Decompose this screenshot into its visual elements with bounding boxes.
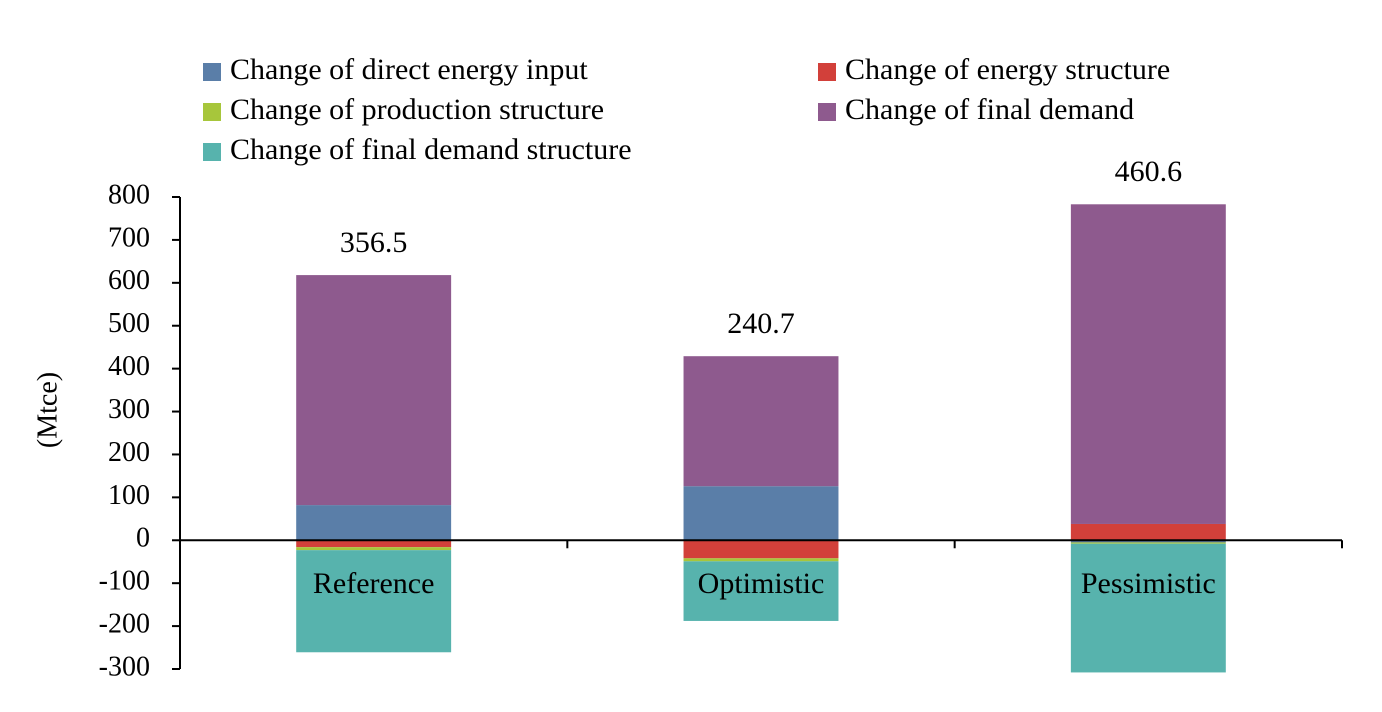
y-tick-label: 500 <box>108 308 150 339</box>
y-tick-label: 400 <box>108 351 150 382</box>
x-tick-label: Reference <box>313 567 435 600</box>
total-label: 460.6 <box>1115 155 1183 188</box>
y-tick-label: 300 <box>108 394 150 425</box>
y-tick-label: 700 <box>108 222 150 253</box>
legend-swatch <box>818 63 836 81</box>
legend-swatch <box>203 143 221 161</box>
total-label: 240.7 <box>727 307 795 340</box>
bar-segment <box>1070 204 1226 524</box>
y-tick-label: -300 <box>99 651 150 682</box>
bar-segment <box>1070 540 1226 543</box>
legend-label: Change of final demand <box>845 93 1134 126</box>
bar-segment <box>296 547 452 551</box>
legend-swatch <box>203 103 221 121</box>
bar-segment <box>683 540 839 559</box>
bar-segment <box>1070 523 1226 541</box>
x-tick-label: Optimistic <box>698 567 825 600</box>
y-tick-label: 800 <box>108 179 150 210</box>
x-tick-label: Pessimistic <box>1081 567 1216 600</box>
y-tick-label: -100 <box>99 566 150 597</box>
bar-segment <box>296 275 452 506</box>
legend-label: Change of direct energy input <box>230 53 588 86</box>
bar-segment <box>1070 543 1226 673</box>
bar-segment <box>683 558 839 562</box>
legend-swatch <box>203 63 221 81</box>
legend-label: Change of energy structure <box>845 53 1170 86</box>
y-tick-label: 0 <box>136 523 150 554</box>
bar-segment <box>296 505 452 541</box>
bar-segment <box>683 356 839 487</box>
bar-segment <box>1070 542 1226 544</box>
y-tick-label: -200 <box>99 609 150 640</box>
legend-swatch <box>818 103 836 121</box>
y-tick-label: 100 <box>108 480 150 511</box>
y-tick-label: 600 <box>108 265 150 296</box>
total-label: 356.5 <box>340 226 408 259</box>
bar-segment <box>296 540 452 548</box>
legend-label: Change of final demand structure <box>230 133 632 166</box>
y-tick-label: 200 <box>108 437 150 468</box>
legend-label: Change of production structure <box>230 93 604 126</box>
bar-segment <box>683 486 839 541</box>
y-axis-label: (Mtce) <box>32 372 63 448</box>
bar-segment <box>296 550 452 653</box>
bar-segment <box>683 561 839 621</box>
